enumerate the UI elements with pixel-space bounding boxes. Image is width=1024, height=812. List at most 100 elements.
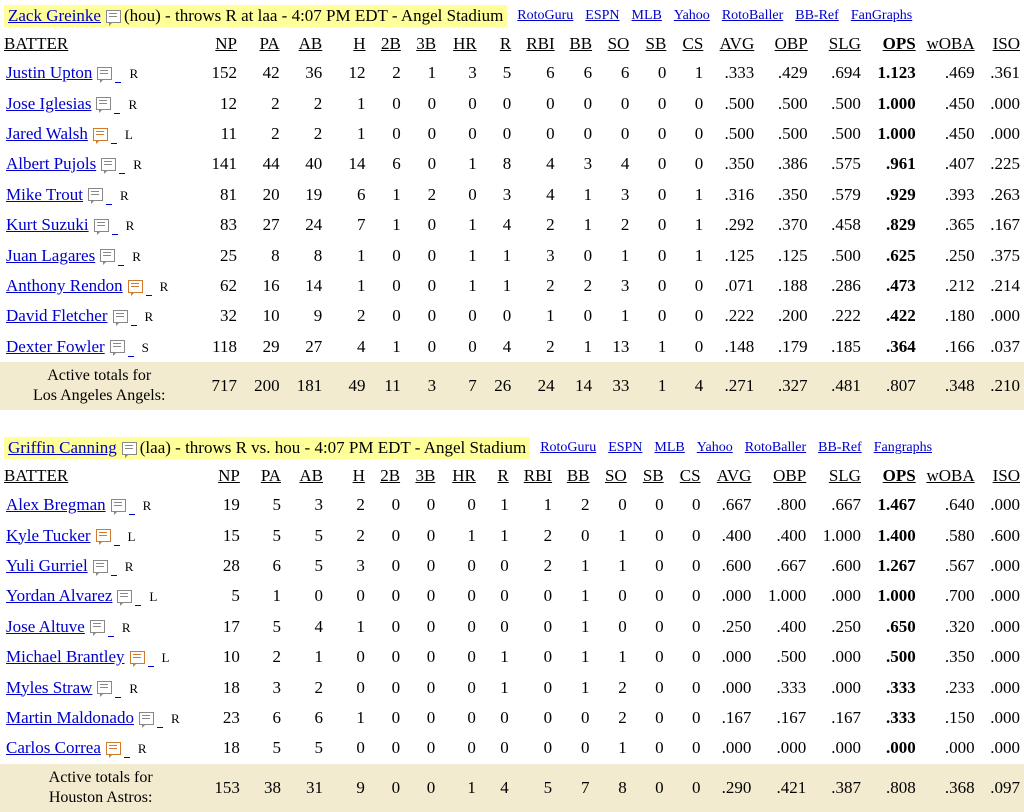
note-icon[interactable] <box>101 157 117 174</box>
note-icon[interactable] <box>96 97 112 114</box>
link-rotoballer[interactable]: RotoBaller <box>744 440 807 455</box>
note-icon[interactable] <box>138 711 154 728</box>
note-icon[interactable] <box>93 218 109 235</box>
note-icon[interactable] <box>105 9 121 26</box>
batter-name-link[interactable]: Kyle Tucker <box>6 525 91 545</box>
batter-name-link[interactable]: Kurt Suzuki <box>6 215 89 235</box>
link-yahoo[interactable]: Yahoo <box>673 8 710 23</box>
link-bbref[interactable]: BB-Ref <box>795 8 839 23</box>
batter-name-link[interactable]: Martin Maldonado <box>6 707 134 727</box>
link-espn[interactable]: ESPN <box>585 8 620 23</box>
batter-name-link[interactable]: Jose Iglesias <box>6 93 92 113</box>
column-header-bb[interactable]: BB <box>569 34 593 53</box>
total-h: 9 <box>327 763 369 812</box>
column-header-rbi[interactable]: RBI <box>526 34 555 53</box>
column-header-rbi[interactable]: RBI <box>523 466 553 485</box>
note-icon[interactable] <box>97 681 113 698</box>
column-header-avg[interactable]: AVG <box>719 34 755 53</box>
column-header-ab[interactable]: AB <box>299 466 324 485</box>
note-icon[interactable] <box>97 66 113 83</box>
batter-name-link[interactable]: Jose Altuve <box>6 616 85 636</box>
link-mlb[interactable]: MLB <box>631 8 662 23</box>
link-rotoguru[interactable]: RotoGuru <box>517 8 574 23</box>
batter-name-link[interactable]: Michael Brantley <box>6 647 125 667</box>
column-header-avg[interactable]: AVG <box>716 466 752 485</box>
column-header-h[interactable]: H <box>352 466 365 485</box>
column-header-iso[interactable]: ISO <box>992 466 1020 485</box>
column-header-bb[interactable]: BB <box>566 466 590 485</box>
note-icon[interactable] <box>109 340 125 357</box>
column-header-slg[interactable]: SLG <box>828 34 861 53</box>
link-rotoballer[interactable]: RotoBaller <box>721 8 784 23</box>
column-header-woba[interactable]: wOBA <box>926 34 975 53</box>
column-header-pa[interactable]: PA <box>259 34 280 53</box>
batter-name-link[interactable]: Albert Pujols <box>6 154 97 174</box>
pitcher-name-link[interactable]: Griffin Canning <box>8 438 117 457</box>
column-header-r[interactable]: R <box>499 34 512 53</box>
note-icon[interactable] <box>117 589 133 606</box>
batter-name-link[interactable]: Myles Straw <box>6 677 93 697</box>
batter-name-link[interactable]: Yordan Alvarez <box>6 586 113 606</box>
link-mlb[interactable]: MLB <box>654 440 685 455</box>
column-header-r[interactable]: R <box>497 466 509 485</box>
column-header-so[interactable]: SO <box>604 466 627 485</box>
batter-name-link[interactable]: Jared Walsh <box>6 123 88 143</box>
column-header-ops[interactable]: OPS <box>882 34 916 53</box>
note-icon[interactable] <box>121 441 137 458</box>
note-icon[interactable] <box>89 620 105 637</box>
column-header-2b[interactable]: 2B <box>380 466 401 485</box>
batter-name-link[interactable]: Mike Trout <box>6 184 83 204</box>
column-header-so[interactable]: SO <box>607 34 630 53</box>
batter-name-link[interactable]: Justin Upton <box>6 63 93 83</box>
hot-note-icon[interactable] <box>127 279 143 296</box>
hot-note-icon[interactable] <box>105 741 121 758</box>
link-fangraphs[interactable]: FanGraphs <box>850 8 913 23</box>
pitcher-name-link[interactable]: Zack Greinke <box>8 6 101 25</box>
column-header-obp[interactable]: OBP <box>773 466 807 485</box>
stat-slg: .167 <box>831 707 861 727</box>
column-header-ab[interactable]: AB <box>298 34 323 53</box>
stat-slg: .579 <box>831 184 861 204</box>
column-header-3b[interactable]: 3B <box>416 34 437 53</box>
link-fangraphs[interactable]: Fangraphs <box>873 440 933 455</box>
note-icon[interactable] <box>88 188 103 205</box>
column-header-3b[interactable]: 3B <box>415 466 436 485</box>
column-header-np[interactable]: NP <box>218 466 240 485</box>
column-header-hr[interactable]: HR <box>453 34 477 53</box>
link-rotoguru[interactable]: RotoGuru <box>540 440 597 455</box>
hot-note-icon[interactable] <box>95 529 111 546</box>
batter-name-link[interactable]: Carlos Correa <box>6 738 101 758</box>
column-header-sb[interactable]: SB <box>645 34 667 53</box>
column-header-pa[interactable]: PA <box>260 466 281 485</box>
link-yahoo[interactable]: Yahoo <box>696 440 733 455</box>
column-header-slg[interactable]: SLG <box>828 466 861 485</box>
column-header-sb[interactable]: SB <box>642 466 664 485</box>
link-espn[interactable]: ESPN <box>608 440 643 455</box>
column-header-woba[interactable]: wOBA <box>926 466 975 485</box>
batter-name-link[interactable]: Yuli Gurriel <box>6 555 88 575</box>
batter-name-link[interactable]: Anthony Rendon <box>6 275 123 295</box>
column-header-np[interactable]: NP <box>215 34 238 53</box>
column-header-h[interactable]: H <box>353 34 366 53</box>
column-header-cs[interactable]: CS <box>682 34 704 53</box>
column-header-iso[interactable]: ISO <box>992 34 1020 53</box>
link-bbref[interactable]: BB-Ref <box>818 440 862 455</box>
hot-note-icon[interactable] <box>92 127 108 144</box>
column-header-cs[interactable]: CS <box>679 466 701 485</box>
note-icon[interactable] <box>110 498 126 515</box>
batter-name-link[interactable]: Dexter Fowler <box>6 336 105 356</box>
note-icon[interactable] <box>92 559 108 576</box>
hot-note-icon[interactable] <box>129 650 145 667</box>
column-header-batter[interactable]: BATTER <box>4 34 69 53</box>
stat-pa: 2 <box>271 123 280 143</box>
batter-name-link[interactable]: Alex Bregman <box>6 495 106 515</box>
column-header-ops[interactable]: OPS <box>882 466 916 485</box>
column-header-hr[interactable]: HR <box>452 466 476 485</box>
batter-name-link[interactable]: Juan Lagares <box>6 245 96 265</box>
batter-name-link[interactable]: David Fletcher <box>6 306 108 326</box>
column-header-obp[interactable]: OBP <box>774 34 808 53</box>
note-icon[interactable] <box>112 309 128 326</box>
column-header-2b[interactable]: 2B <box>380 34 401 53</box>
note-icon[interactable] <box>100 249 116 266</box>
column-header-batter[interactable]: BATTER <box>4 466 69 485</box>
